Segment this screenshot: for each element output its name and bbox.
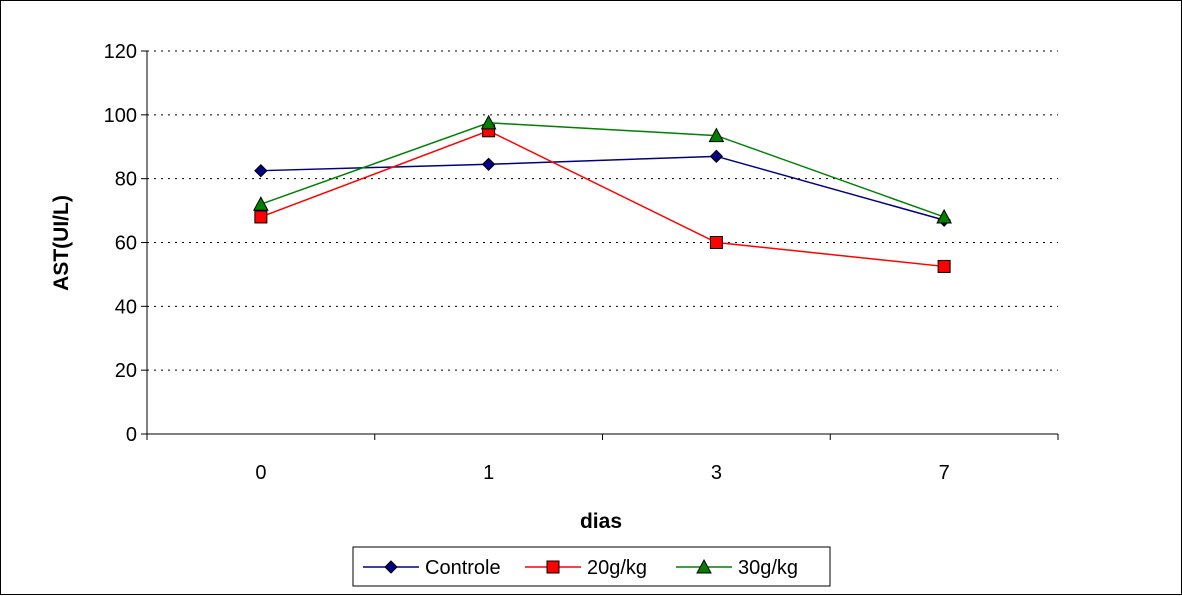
x-axis-title: dias bbox=[580, 510, 622, 533]
legend-marker bbox=[696, 558, 712, 574]
data-point bbox=[709, 236, 723, 249]
y-tick-label: 40 bbox=[115, 296, 137, 318]
data-point bbox=[480, 114, 497, 130]
tick-labels: 0 20 40 60 80 100 120 0 1 3 7 bbox=[104, 41, 950, 484]
data-point bbox=[254, 163, 268, 178]
gridlines bbox=[147, 50, 1058, 371]
data-point bbox=[937, 259, 951, 273]
series-group bbox=[253, 114, 952, 273]
legend-item: 30g/kg bbox=[676, 557, 798, 579]
legend-item: 20g/kg bbox=[525, 557, 647, 579]
data-point bbox=[481, 157, 496, 172]
series-30g-kg bbox=[253, 114, 952, 224]
y-tick-label: 0 bbox=[126, 424, 137, 446]
data-point bbox=[254, 210, 268, 224]
data-point bbox=[708, 127, 725, 143]
legend-marker bbox=[384, 560, 398, 574]
legend-label: 20g/kg bbox=[587, 557, 647, 579]
series-controle bbox=[254, 149, 951, 227]
series-line bbox=[260, 129, 945, 268]
legend-box bbox=[352, 546, 831, 587]
series-line bbox=[260, 122, 945, 218]
axes bbox=[141, 50, 1059, 440]
legend: Controle 20g/kg 30g/kg bbox=[352, 546, 831, 587]
legend-marker bbox=[546, 560, 560, 574]
data-point bbox=[936, 208, 952, 224]
y-tick-label: 20 bbox=[115, 360, 137, 382]
y-tick-label: 80 bbox=[115, 169, 137, 191]
legend-label: 30g/kg bbox=[738, 557, 798, 579]
x-tick-label: 7 bbox=[939, 462, 950, 484]
x-tick-label: 1 bbox=[483, 462, 494, 484]
legend-item: Controle bbox=[363, 557, 501, 579]
x-tick-label: 0 bbox=[255, 462, 266, 484]
x-tick-label: 3 bbox=[711, 462, 722, 484]
series-line bbox=[260, 155, 945, 221]
data-point bbox=[709, 149, 724, 164]
legend-label: Controle bbox=[425, 557, 501, 579]
y-tick-label: 120 bbox=[104, 41, 137, 63]
data-point bbox=[253, 196, 269, 211]
y-tick-label: 100 bbox=[104, 105, 137, 127]
y-axis-title: AST(UI/L) bbox=[50, 195, 73, 291]
series-20g-kg bbox=[254, 124, 951, 273]
y-tick-label: 60 bbox=[115, 233, 137, 255]
